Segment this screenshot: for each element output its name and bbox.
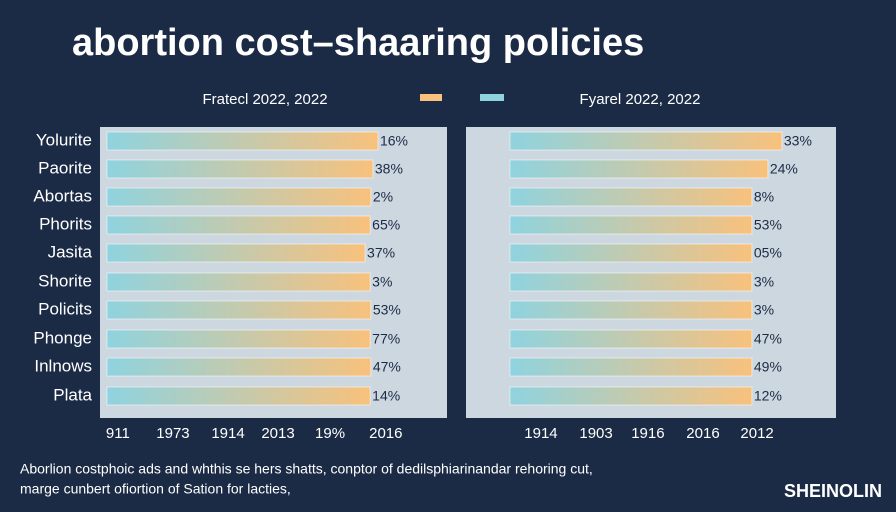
bar-label: 8% [754,189,774,205]
bar-label: 33% [784,133,812,149]
bar-label: 49% [754,359,782,375]
x-tick-label: 2013 [261,425,294,442]
bar-label: 05% [754,245,782,261]
category-label: Shorite [38,271,92,290]
legend-swatch [420,94,442,101]
bar [106,215,371,235]
bar [509,215,753,235]
bar-label: 47% [754,331,782,347]
bar [509,187,753,207]
x-tick-label: 911 [106,425,130,442]
footer-text: marge cunbert ofiortion of Sation for la… [20,481,291,497]
bar [509,272,753,292]
bar [106,243,366,263]
x-tick-label: 2016 [686,425,719,442]
category-label: Abortas [33,186,92,205]
x-tick-label: 1903 [579,425,612,442]
category-label: Jasita [48,242,93,261]
bar-label: 3% [754,274,774,290]
bar-label: 38% [375,161,403,177]
x-tick-label: 2016 [369,425,402,442]
bar [509,300,753,320]
bar [509,243,753,263]
category-label: Policits [38,299,92,318]
category-label: Phorits [39,214,92,233]
bar-label: 77% [372,331,400,347]
bar-label: 53% [373,302,401,318]
subtitle: Fyarel 2022, 2022 [580,91,701,108]
x-tick-label: 1914 [524,425,557,442]
bar [509,357,753,377]
bar-label: 3% [754,302,774,318]
bar [509,329,753,349]
bar-label: 2% [373,189,393,205]
bar-label: 53% [754,217,782,233]
bar [106,272,371,292]
bar [106,131,379,151]
category-label: Yolurite [36,130,92,149]
x-tick-label: 1914 [211,425,244,442]
brand: SHEINOLIN [784,481,882,501]
bar-label: 3% [372,274,392,290]
bar [509,131,783,151]
bar-label: 47% [373,359,401,375]
bar [106,300,372,320]
category-label: Plata [53,385,92,404]
bar-label: 37% [367,245,395,261]
bar [106,159,374,179]
bar [106,329,371,349]
bar [106,187,372,207]
x-tick-label: 2012 [740,425,773,442]
legend-swatch [480,94,504,101]
category-label: Inlnows [34,356,92,375]
footer-text: Aborlion costphoic ads and whthis se her… [20,461,593,477]
x-tick-label: 19% [315,425,345,442]
bar-label: 24% [770,161,798,177]
bar-label: 12% [754,388,782,404]
bar [509,386,753,406]
bar [106,357,372,377]
bar-label: 14% [372,388,400,404]
bar [509,159,769,179]
x-tick-label: 1916 [631,425,664,442]
bar-label: 65% [372,217,400,233]
title: abortion cost–shaaring policies [72,22,644,64]
bar-label: 16% [380,133,408,149]
x-tick-label: 1973 [156,425,189,442]
bar [106,386,371,406]
category-label: Paorite [38,158,92,177]
category-label: Phonge [33,328,92,347]
subtitle: Fratecl 2022, 2022 [202,91,327,108]
